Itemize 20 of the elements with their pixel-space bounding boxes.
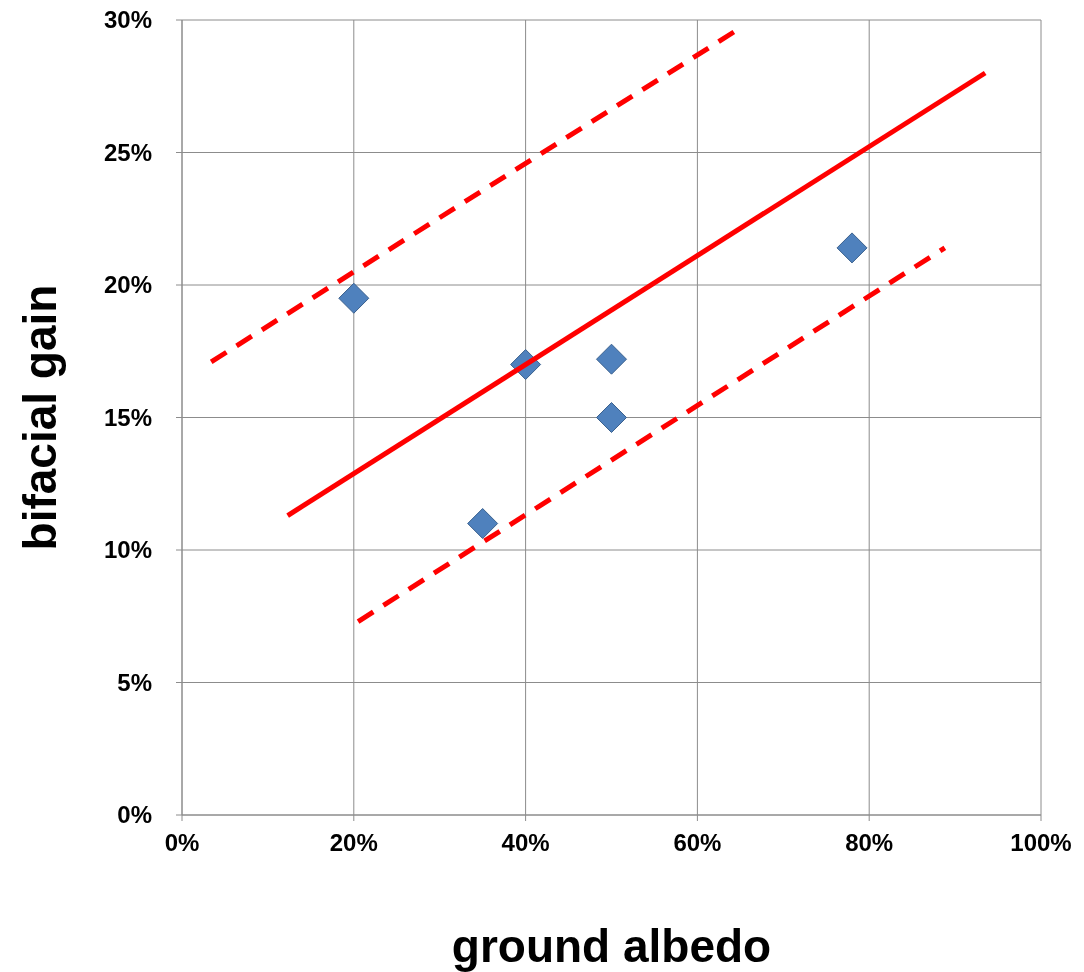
x-tick-label: 20% [329, 829, 378, 856]
y-tick-label: 10% [103, 536, 152, 564]
x-tick-label: 0% [164, 829, 200, 856]
y-tick-label: 20% [103, 271, 152, 299]
x-axis-title: ground albedo [451, 920, 772, 972]
y-tick-label: 5% [117, 668, 152, 696]
point [596, 402, 627, 433]
x-tick-label: 60% [673, 829, 722, 856]
y-tick-label: 15% [103, 403, 152, 431]
x-tick-label: 80% [845, 829, 894, 856]
x-tick-label: 40% [501, 829, 550, 856]
point [467, 508, 499, 539]
point [836, 232, 868, 264]
y-tick-label: 0% [117, 801, 152, 829]
y-tick-label: 30% [103, 6, 152, 34]
point [596, 343, 627, 375]
y-tick-label: 25% [103, 138, 152, 166]
y-axis-title: bifacial gain [14, 284, 66, 551]
x-tick-label: 100% [1010, 829, 1072, 856]
point [338, 282, 370, 314]
